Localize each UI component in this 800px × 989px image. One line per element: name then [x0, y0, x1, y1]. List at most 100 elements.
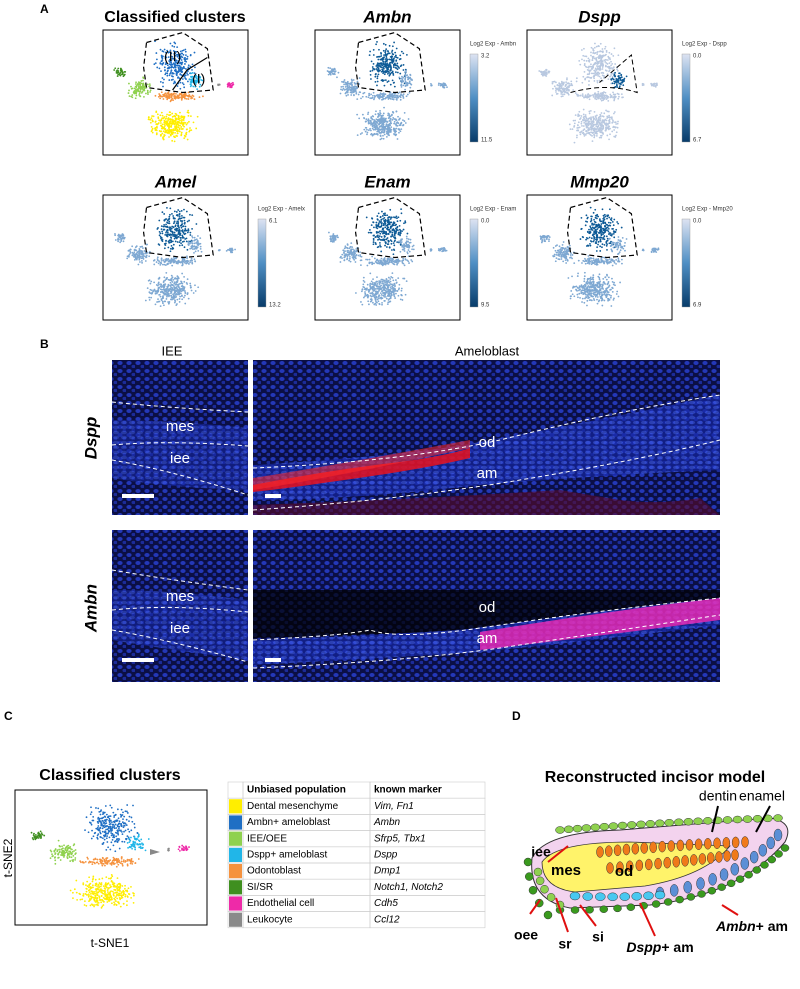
cell-point: [190, 72, 193, 75]
cell-point: [159, 97, 162, 100]
cell-point: [401, 299, 404, 301]
cell-point: [162, 304, 165, 307]
cell-point: [170, 230, 172, 233]
cell-point: [594, 97, 597, 100]
cell-point: [127, 92, 130, 94]
cell-point: [599, 68, 602, 71]
cell-point: [654, 85, 657, 87]
cell-point: [350, 89, 353, 92]
cell-point: [376, 41, 378, 43]
cell-point: [148, 279, 151, 282]
cell-point: [178, 287, 181, 290]
cell-point: [191, 79, 194, 82]
cell-point: [617, 222, 620, 225]
cell-point: [166, 67, 169, 70]
cell-point: [117, 73, 120, 76]
cell-point: [563, 91, 566, 94]
cell-point: [390, 114, 393, 117]
cell-point: [565, 91, 568, 94]
cell-point: [117, 240, 120, 243]
cell-point: [174, 54, 177, 57]
cell-point: [612, 121, 614, 123]
cell-point: [602, 92, 604, 95]
cell-point: [582, 125, 585, 127]
cell-point: [149, 91, 152, 93]
cell-point: [159, 305, 162, 308]
cell-point: [583, 62, 586, 65]
cell-point: [156, 125, 158, 128]
cell-point: [349, 249, 352, 252]
cell-point: [170, 63, 173, 66]
cell-point: [363, 128, 366, 131]
cell-point: [393, 130, 396, 133]
cell-point: [599, 66, 601, 69]
cell-point: [165, 72, 167, 75]
cell-point: [401, 230, 403, 233]
cell-point: [391, 233, 394, 236]
cell-point: [161, 211, 164, 214]
cell-point: [379, 281, 382, 284]
cell-point: [575, 77, 578, 80]
colorbar-min: 3.2: [481, 54, 490, 60]
cell-point: [389, 208, 392, 211]
cell-point: [410, 259, 413, 261]
cell-point: [117, 71, 120, 74]
cell-point: [385, 246, 388, 248]
cell-point: [176, 303, 178, 305]
cell-point: [114, 67, 117, 70]
cell-point: [163, 247, 166, 250]
cell-point: [614, 95, 617, 98]
cell-point: [156, 66, 159, 69]
cell-point: [591, 229, 594, 231]
cell-point: [564, 85, 567, 87]
cell-point: [369, 294, 372, 297]
cell-point: [579, 118, 581, 120]
cell-point: [168, 74, 171, 77]
region-outline: [142, 196, 214, 259]
cell-point: [378, 48, 380, 51]
cell-point: [387, 279, 390, 282]
cell-point: [386, 303, 389, 306]
cell-point: [378, 97, 381, 100]
cell-point: [616, 78, 618, 81]
region-outline: [142, 31, 214, 94]
cell-point: [144, 252, 147, 255]
cell-point: [156, 113, 159, 116]
cell-point: [365, 120, 368, 123]
cell-point: [396, 71, 399, 74]
cell-point: [387, 240, 390, 243]
cell-point: [342, 251, 345, 254]
cell-point: [604, 58, 607, 61]
cell-point: [372, 293, 374, 296]
cell-point: [592, 116, 595, 118]
cell-point: [346, 80, 349, 83]
cell-point: [120, 237, 123, 240]
cell-point: [375, 120, 378, 123]
cell-point: [372, 286, 375, 289]
cell-point: [579, 63, 582, 66]
cell-point: [185, 281, 188, 284]
cell-point: [395, 47, 398, 50]
cell-point: [178, 293, 180, 296]
cell-point: [385, 135, 388, 138]
cell-point: [596, 53, 599, 56]
cell-point: [181, 263, 184, 266]
cell-point: [377, 287, 380, 290]
cell-point: [199, 245, 202, 248]
cell-point: [597, 74, 600, 77]
cell-point: [141, 260, 143, 262]
cell-point: [155, 261, 158, 263]
cell-point: [391, 62, 394, 64]
cell-point: [131, 96, 134, 99]
cell-point: [159, 122, 162, 124]
cell-point: [441, 84, 444, 87]
cell-point: [586, 132, 588, 135]
cell-point: [134, 253, 137, 256]
cell-point: [148, 255, 151, 258]
cell-point: [384, 293, 387, 296]
cell-point: [406, 237, 408, 240]
cell-point: [158, 93, 161, 95]
cell-point: [343, 79, 346, 81]
cell-point: [195, 241, 198, 244]
